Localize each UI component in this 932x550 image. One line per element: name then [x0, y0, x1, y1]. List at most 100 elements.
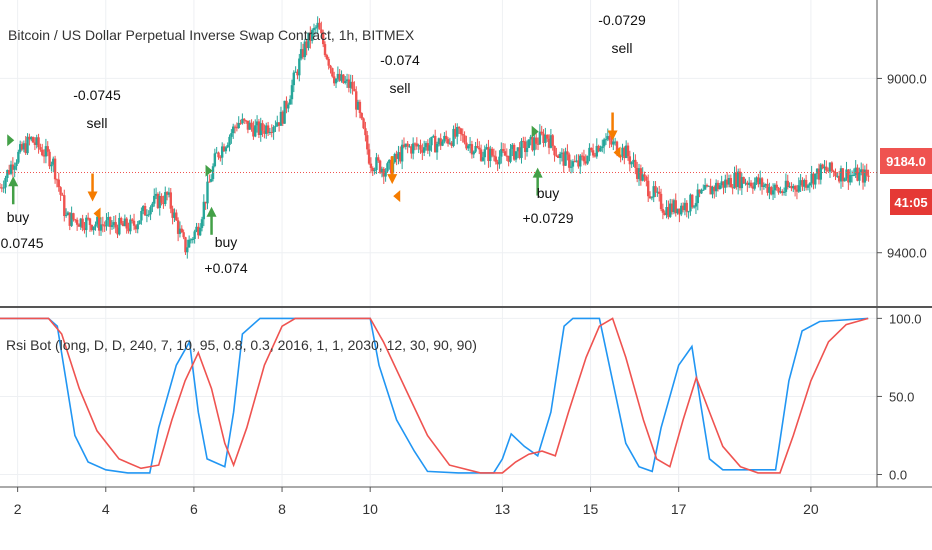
candle-body [336, 73, 340, 79]
candle-body [568, 154, 571, 168]
buy-arrow-icon [532, 167, 543, 196]
candle-body [13, 166, 16, 170]
candle-body [661, 209, 665, 213]
indicator-tick-label: 0.0 [889, 468, 907, 483]
candle-body [33, 142, 37, 145]
candle-body [250, 122, 253, 128]
candle-body [790, 186, 793, 189]
candle-body [678, 208, 681, 215]
sell-label-2: sell [389, 80, 410, 96]
candle-body [663, 212, 666, 216]
buy-label-1: buy [7, 209, 30, 225]
candle-body [494, 156, 497, 162]
candle-body [591, 150, 595, 156]
candle-body [402, 144, 406, 147]
candle-body [815, 168, 819, 174]
candle-body [178, 228, 182, 234]
candle-body [184, 237, 187, 253]
candle-body [786, 180, 789, 188]
price-tick-label: 9400.0 [887, 246, 927, 261]
candle-body [136, 224, 139, 230]
sell-arrow-icon [387, 156, 398, 185]
candle-body [257, 121, 261, 136]
candle-body [138, 220, 141, 225]
candle-body [217, 152, 220, 158]
candle-body [687, 211, 690, 213]
candle-body [277, 122, 281, 126]
candle-body [540, 131, 543, 134]
candle-body [512, 144, 516, 160]
candle-body [6, 170, 9, 179]
candle-body [393, 153, 396, 163]
candle-body [351, 81, 354, 89]
price-axis[interactable]: 9400.0 9000.0 [877, 71, 927, 261]
candle-body [784, 180, 788, 192]
candle-body [200, 219, 204, 228]
candle-body [112, 222, 116, 226]
candle-body [384, 171, 387, 177]
candle-body [760, 178, 764, 187]
candle-body [30, 137, 33, 140]
candle-body [298, 58, 301, 76]
candle-body [832, 170, 835, 172]
candle-body [7, 170, 11, 174]
candle-body [658, 191, 661, 194]
candle-body [762, 185, 766, 187]
candle-body [613, 141, 617, 143]
sell-value-2: -0.074 [380, 52, 420, 68]
candle-body [209, 179, 213, 182]
candle-body [228, 136, 231, 146]
candle-body [529, 136, 532, 140]
candle-body [834, 171, 837, 177]
candle-body [222, 146, 226, 152]
candles [0, 16, 870, 259]
sell-arrow-icon [87, 173, 98, 202]
candle-body [770, 187, 773, 195]
candle-body [116, 227, 119, 235]
candle-body [457, 126, 461, 129]
candle-body [680, 205, 683, 215]
candle-body [474, 146, 477, 152]
candle-body [694, 203, 698, 207]
candle-body [516, 147, 520, 152]
candle-body [523, 141, 527, 153]
candle-body [132, 220, 136, 226]
candle-body [88, 218, 92, 225]
candle-body [571, 161, 575, 167]
candle-body [151, 203, 154, 208]
candle-body [546, 134, 549, 139]
candle-body [749, 182, 753, 187]
time-axis[interactable]: 2 4 6 8 10 13 15 17 20 [14, 487, 819, 517]
candle-body [544, 134, 547, 143]
candle-body [366, 135, 369, 150]
candle-body [52, 158, 55, 165]
candle-body [757, 177, 760, 185]
candle-body [382, 168, 385, 177]
price-pane[interactable] [0, 16, 877, 259]
candle-body [239, 122, 242, 124]
candle-body [329, 65, 332, 69]
indicator-axis[interactable]: 100.0 50.0 0.0 [877, 311, 922, 483]
candle-body [353, 88, 356, 92]
candle-body [312, 28, 316, 31]
candle-body [691, 194, 694, 208]
candle-body [195, 226, 198, 232]
candle-body [621, 147, 624, 157]
candle-body [736, 171, 740, 188]
candle-body [759, 178, 762, 185]
candle-body [810, 173, 813, 184]
candle-body [285, 100, 288, 109]
candle-body [252, 127, 255, 137]
candle-body [11, 164, 15, 170]
candle-body [854, 167, 857, 175]
candle-body [127, 228, 130, 232]
candle-body [742, 177, 745, 184]
candle-body [149, 207, 152, 215]
indicator-pane[interactable] [0, 317, 869, 474]
candle-body [39, 147, 42, 150]
candle-body [799, 180, 802, 186]
candle-body [314, 27, 318, 29]
candle-body [817, 168, 821, 180]
candle-body [360, 113, 363, 119]
